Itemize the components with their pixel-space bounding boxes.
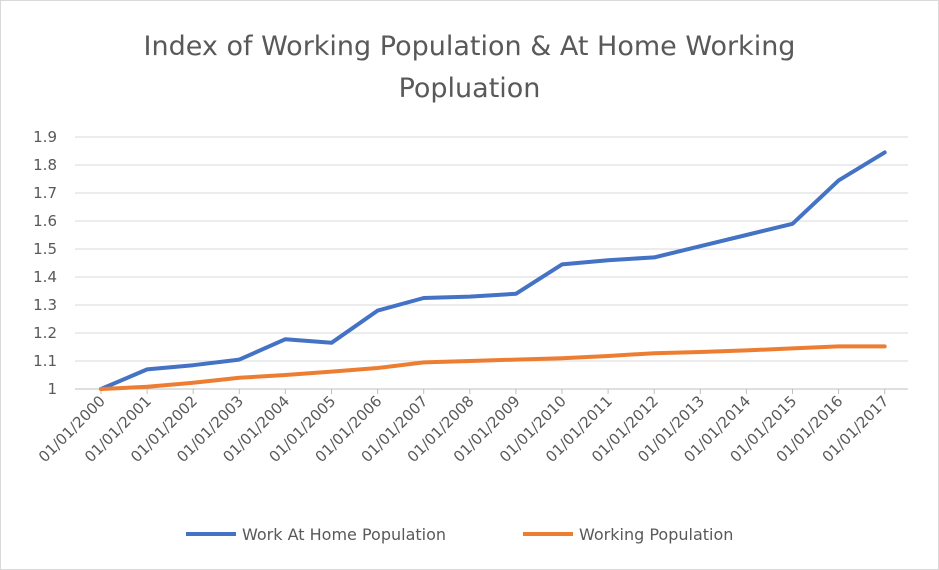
series-lines bbox=[99, 150, 887, 391]
chart-title: Index of Working Population & At Home Wo… bbox=[143, 31, 796, 104]
x-axis-ticks: 01/01/200001/01/200101/01/200201/01/2003… bbox=[35, 389, 893, 466]
y-tick-label: 1.9 bbox=[33, 128, 57, 146]
y-axis-ticks: 1 1.1 1.2 1.3 1.4 1.5 1.6 1.7 1.8 1.9 bbox=[33, 128, 57, 398]
legend-swatch-working bbox=[523, 532, 573, 536]
legend-item-working: Working Population bbox=[523, 522, 733, 546]
legend: Work At Home Population Working Populati… bbox=[0, 522, 939, 546]
y-tick-label: 1 bbox=[47, 380, 57, 398]
y-tick-label: 1.3 bbox=[33, 296, 57, 314]
legend-swatch-work-at-home bbox=[186, 532, 236, 536]
series-line-working bbox=[99, 344, 887, 391]
y-tick-label: 1.7 bbox=[33, 184, 57, 202]
series-line-work-at-home bbox=[99, 150, 887, 391]
y-tick-label: 1.6 bbox=[33, 212, 57, 230]
y-tick-label: 1.4 bbox=[33, 268, 57, 286]
y-tick-label: 1.1 bbox=[33, 352, 57, 370]
legend-label-work-at-home: Work At Home Population bbox=[242, 524, 447, 544]
legend-label-working: Working Population bbox=[579, 524, 734, 544]
y-tick-label: 1.8 bbox=[33, 156, 57, 174]
y-tick-label: 1.5 bbox=[33, 240, 57, 258]
legend-item-work-at-home: Work At Home Population bbox=[186, 522, 446, 546]
gridlines bbox=[75, 136, 908, 390]
y-tick-label: 1.2 bbox=[33, 324, 57, 342]
